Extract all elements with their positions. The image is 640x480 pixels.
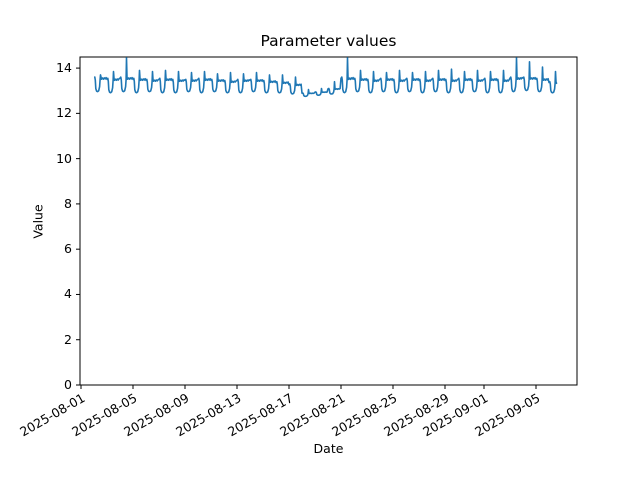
- y-tick-label: 8: [64, 195, 72, 211]
- y-tick-label: 10: [56, 150, 72, 166]
- y-tick-label: 14: [56, 60, 72, 76]
- x-axis-label: Date: [313, 441, 344, 456]
- y-tick-label: 0: [64, 377, 72, 392]
- series-line: [94, 57, 558, 98]
- chart-title: Parameter values: [260, 32, 397, 50]
- plot-area: [79, 56, 578, 386]
- y-tick-label: 2: [64, 331, 72, 347]
- y-tick-label: 6: [64, 241, 72, 257]
- tick-marks: [76, 67, 537, 389]
- y-tick-label: 4: [64, 286, 72, 302]
- y-tick-label: 12: [56, 105, 72, 121]
